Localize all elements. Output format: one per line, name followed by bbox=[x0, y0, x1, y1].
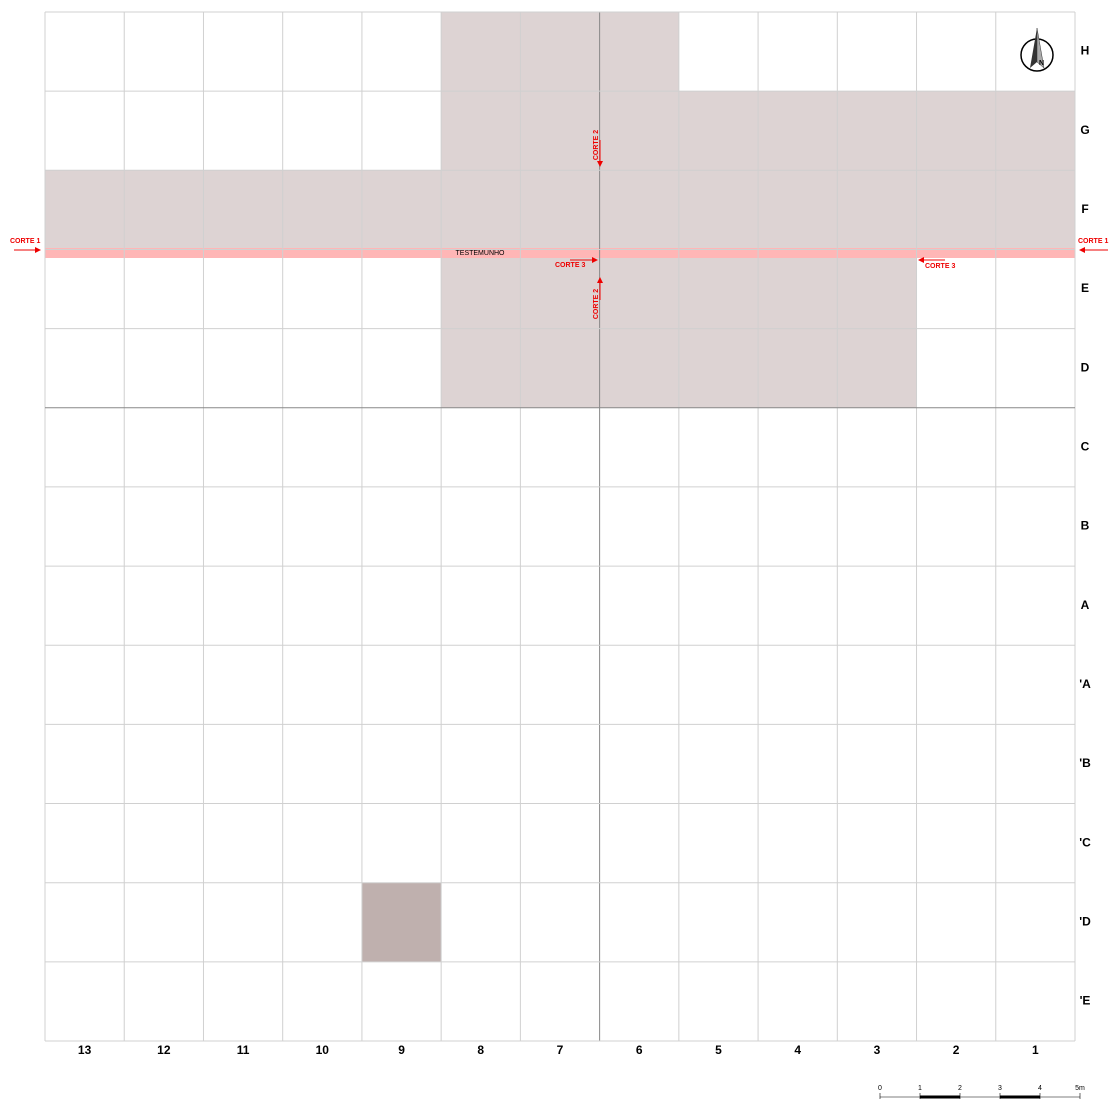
row-label: 'A bbox=[1079, 677, 1091, 691]
corte-label: CORTE 3 bbox=[925, 263, 955, 270]
scale-label: 1 bbox=[918, 1085, 922, 1092]
scale-label: 3 bbox=[998, 1085, 1002, 1092]
corte-label: CORTE 3 bbox=[555, 262, 585, 269]
column-label: 10 bbox=[316, 1043, 330, 1057]
excavated-area bbox=[45, 170, 1075, 250]
corte-label: CORTE 2 bbox=[593, 130, 600, 160]
column-label: 3 bbox=[874, 1043, 881, 1057]
column-label: 11 bbox=[237, 1043, 250, 1057]
scale-label: 0 bbox=[878, 1085, 882, 1092]
column-label: 1 bbox=[1032, 1043, 1039, 1057]
row-label: 'E bbox=[1080, 994, 1091, 1008]
column-label: 8 bbox=[477, 1043, 484, 1057]
column-label: 13 bbox=[78, 1043, 92, 1057]
column-label: 12 bbox=[157, 1043, 171, 1057]
corte-label: CORTE 1 bbox=[1078, 238, 1108, 245]
row-label: D bbox=[1081, 360, 1090, 374]
row-label: B bbox=[1081, 519, 1090, 533]
row-label: 'B bbox=[1079, 756, 1091, 770]
excavated-area bbox=[441, 12, 679, 92]
column-label: 5 bbox=[715, 1043, 722, 1057]
scale-bar: 0 1 2 3 4 5m bbox=[878, 1085, 1085, 1099]
corte-label: CORTE 1 bbox=[10, 238, 40, 245]
scale-label: 2 bbox=[958, 1085, 962, 1092]
column-label: 2 bbox=[953, 1043, 960, 1057]
testemunho-strip bbox=[45, 248, 1075, 258]
row-label: A bbox=[1081, 598, 1090, 612]
column-label: 6 bbox=[636, 1043, 643, 1057]
row-label: 'D bbox=[1079, 914, 1091, 928]
excavated-cell bbox=[361, 882, 442, 962]
column-label: 4 bbox=[794, 1043, 801, 1057]
row-label: C bbox=[1081, 440, 1090, 454]
corte-label: CORTE 2 bbox=[593, 289, 600, 319]
row-label: G bbox=[1080, 123, 1089, 137]
column-label: 7 bbox=[557, 1043, 564, 1057]
row-label: E bbox=[1081, 281, 1089, 295]
svg-text:N: N bbox=[1039, 60, 1044, 67]
row-label: 'C bbox=[1079, 835, 1091, 849]
north-arrow: N bbox=[1020, 27, 1054, 72]
scale-label: 5m bbox=[1075, 1085, 1085, 1092]
column-label: 9 bbox=[398, 1043, 405, 1057]
scale-label: 4 bbox=[1038, 1085, 1042, 1092]
grid-lines bbox=[44, 11, 1076, 1042]
testemunho-label: TESTEMUNHO bbox=[456, 250, 506, 257]
row-label: F bbox=[1081, 202, 1088, 216]
row-label: H bbox=[1081, 44, 1090, 58]
